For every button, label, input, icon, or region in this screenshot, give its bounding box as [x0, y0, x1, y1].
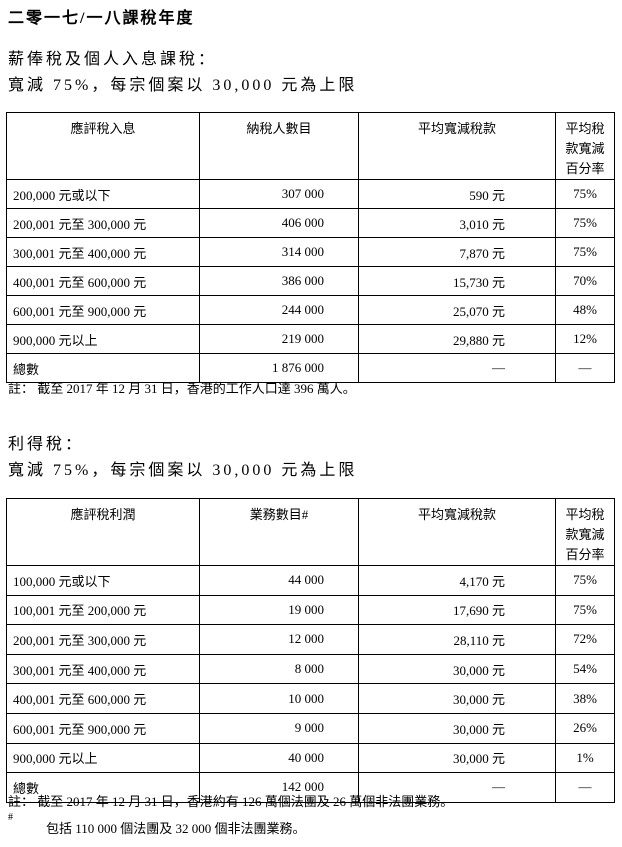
table-cell: —: [555, 353, 615, 383]
table-cell: 100,001 元至 200,000 元: [6, 594, 200, 626]
table-cell: 48%: [555, 295, 615, 325]
table-row: 100,000 元或以下 44 000 4,170 元 75%: [6, 565, 615, 596]
table-cell: 40 000: [199, 742, 359, 774]
table-cell: 590 元: [358, 179, 556, 209]
column-header: 平均稅款寬減 百分率: [555, 112, 615, 180]
table-cell: 25,070 元: [358, 295, 556, 325]
table-cell: 600,001 元至 900,000 元: [6, 295, 200, 325]
footnote: 包括 110 000 個法團及 32 000 個非法團業務。: [46, 821, 306, 836]
table-cell: 30,000 元: [358, 653, 556, 685]
table-row: 200,000 元或以下 307 000 590 元 75%: [6, 179, 615, 209]
table-cell: 15,730 元: [358, 266, 556, 296]
table-cell: 12 000: [199, 624, 359, 655]
table-cell: —: [555, 772, 615, 803]
section2-heading: 利得稅：: [8, 436, 85, 453]
section2-subheading: 寬減 75%，每宗個案以 30,000 元為上限: [8, 462, 358, 479]
table-cell: 200,000 元或以下: [6, 179, 200, 209]
table-cell: 386 000: [199, 266, 359, 296]
table-cell: 200,001 元至 300,000 元: [6, 208, 200, 238]
table-row: 900,000 元以上 40 000 30,000 元 1%: [6, 742, 615, 774]
page-title: 二零一七/一八課稅年度: [8, 10, 195, 27]
column-header: 平均寬減稅款: [358, 498, 556, 566]
profits-tax-table: 應評稅利潤 業務數目# 平均寬減稅款 平均稅款寬減 百分率 100,000 元或以下 44…: [6, 498, 615, 803]
section2-note: 註： 截至 2017 年 12 月 31 日，香港約有 126 萬個法團及 26…: [8, 794, 454, 809]
table-cell: 400,001 元至 600,000 元: [6, 683, 200, 714]
column-header: 平均寬減稅款: [358, 112, 556, 180]
column-header: 應評稅利潤: [6, 498, 200, 566]
table-cell: 219 000: [199, 324, 359, 354]
table-cell: 300,001 元至 400,000 元: [6, 653, 200, 685]
table-cell: 7,870 元: [358, 237, 556, 267]
table-cell: 100,000 元或以下: [6, 565, 200, 596]
table-cell: 200,001 元至 300,000 元: [6, 624, 200, 655]
table-cell: 44 000: [199, 565, 359, 596]
table-cell: 17,690 元: [358, 594, 556, 626]
table-row: 總數 1 876 000— —: [6, 353, 615, 383]
table-row: 400,001 元至 600,000 元 10 000 30,000 元 38%: [6, 683, 615, 714]
table-cell: 406 000: [199, 208, 359, 238]
column-header: 平均稅款寬減 百分率: [555, 498, 615, 566]
table-cell: 8 000: [199, 653, 359, 685]
salaries-tax-table: 應評稅入息 納稅人數目 平均寬減稅款 平均稅款寬減 百分率 200,000 元或以下 30…: [6, 112, 615, 383]
table-cell: 10 000: [199, 683, 359, 714]
table-cell: 307 000: [199, 179, 359, 209]
table-cell: 38%: [555, 683, 615, 714]
table-cell: 75%: [555, 565, 615, 596]
column-header: 業務數目#: [199, 498, 359, 566]
section1-heading: 薪俸稅及個人入息課稅：: [8, 51, 218, 68]
table-cell: 30,000 元: [358, 683, 556, 714]
table-cell: 244 000: [199, 295, 359, 325]
table-row: 200,001 元至 300,000 元 12 000 28,110 元 72%: [6, 624, 615, 655]
table-cell: 900,000 元以上: [6, 742, 200, 774]
header-row: 應評稅利潤 業務數目# 平均寬減稅款 平均稅款寬減 百分率: [6, 498, 615, 566]
table-cell: 600,001 元至 900,000 元: [6, 712, 200, 744]
table-cell: 300,001 元至 400,000 元: [6, 237, 200, 267]
table-cell: 75%: [555, 208, 615, 238]
table-cell: 1%: [555, 742, 615, 774]
table-cell: 12%: [555, 324, 615, 354]
table-row: 200,001 元至 300,000 元 406 000 3,010 元 75%: [6, 208, 615, 238]
header-row: 應評稅入息 納稅人數目 平均寬減稅款 平均稅款寬減 百分率: [6, 112, 615, 180]
table-cell: 75%: [555, 179, 615, 209]
table-cell: 70%: [555, 266, 615, 296]
table-cell: 29,880 元: [358, 324, 556, 354]
table-row: 100,001 元至 200,000 元 19 000 17,690 元 75%: [6, 594, 615, 626]
table-row: 總數 142 000— —: [6, 772, 615, 803]
column-header: 納稅人數目: [199, 112, 359, 180]
table-cell: 26%: [555, 712, 615, 744]
column-header: 應評稅入息: [6, 112, 200, 180]
table-cell: 75%: [555, 594, 615, 626]
section1-note: 註： 截至 2017 年 12 月 31 日，香港的工作人口達 396 萬人。: [8, 381, 356, 396]
table-row: 400,001 元至 600,000 元 386 000 15,730 元 70%: [6, 266, 615, 296]
table-cell: 54%: [555, 653, 615, 685]
table-cell: 30,000 元: [358, 712, 556, 744]
table-cell: 400,001 元至 600,000 元: [6, 266, 200, 296]
table-cell: —: [358, 772, 556, 803]
table-cell: 9 000: [199, 712, 359, 744]
table-row: 300,001 元至 400,000 元 314 000 7,870 元 75%: [6, 237, 615, 267]
section1-subheading: 寬減 75%，每宗個案以 30,000 元為上限: [8, 77, 358, 94]
table-cell: 1 876 000: [199, 353, 359, 383]
table-row: 900,000 元以上 219 000 29,880 元 12%: [6, 324, 615, 354]
footnote-mark: #: [8, 812, 13, 823]
table-cell: 75%: [555, 237, 615, 267]
table-cell: —: [358, 353, 556, 383]
table-cell: 30,000 元: [358, 742, 556, 774]
table-cell: 總數: [6, 353, 200, 383]
table-cell: 3,010 元: [358, 208, 556, 238]
table-cell: 4,170 元: [358, 565, 556, 596]
table-cell: 19 000: [199, 594, 359, 626]
table-cell: 314 000: [199, 237, 359, 267]
table-cell: 72%: [555, 624, 615, 655]
table-cell: 900,000 元以上: [6, 324, 200, 354]
table-row: 600,001 元至 900,000 元 244 000 25,070 元 48%: [6, 295, 615, 325]
table-cell: 28,110 元: [358, 624, 556, 655]
